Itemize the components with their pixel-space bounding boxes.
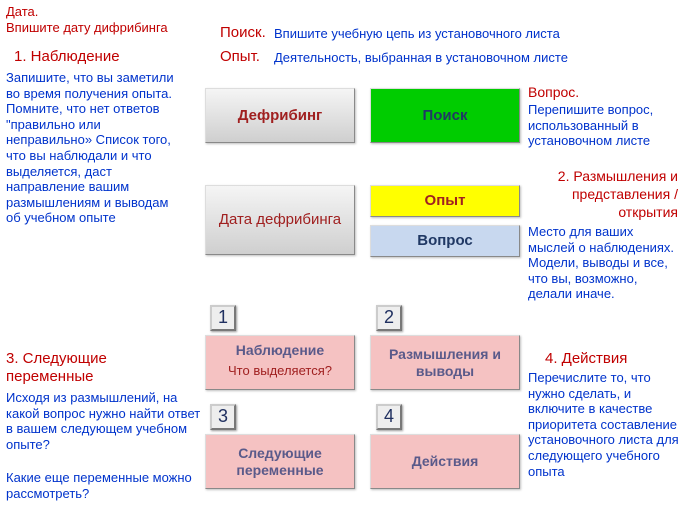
left-p3b: Какие еще переменные можно рассмотреть? — [6, 470, 196, 501]
opyt-label: Опыт. — [220, 48, 260, 66]
panel-date: Дата дефрибинга — [205, 185, 355, 255]
panel-poisk: Поиск — [370, 88, 520, 143]
right-h4: 4. Действия — [545, 350, 627, 368]
panel-nabl-title: Наблюдение — [206, 342, 354, 359]
left-p1: Запишите, что вы заметили во время получ… — [6, 70, 186, 226]
panel-deist: Действия — [370, 434, 520, 489]
date-label: Дата. — [6, 4, 38, 20]
panel-opyt: Опыт — [370, 185, 520, 217]
panel-sled: Следующие переменные — [205, 434, 355, 489]
num-2: 2 — [376, 305, 402, 331]
panel-razm: Размышления и выводы — [370, 335, 520, 390]
num-1: 1 — [210, 305, 236, 331]
left-h3: 3. Следующие переменные — [6, 350, 186, 386]
num-4: 4 — [376, 404, 402, 430]
panel-nabl-sub: Что выделяется? — [206, 363, 354, 379]
left-h1: 1. Наблюдение — [14, 48, 120, 66]
search-label: Поиск. — [220, 24, 266, 42]
num-3: 3 — [210, 404, 236, 430]
left-p3a: Исходя из размышлений, на какой вопрос н… — [6, 390, 201, 452]
right-p4: Перечислите то, что нужно сделать, и вкл… — [528, 370, 680, 479]
opyt-hint: Деятельность, выбранная в установочном л… — [274, 50, 674, 66]
panel-vopros: Вопрос — [370, 225, 520, 257]
search-hint: Впишите учебную цепь из установочного ли… — [274, 26, 654, 42]
vopros-h: Вопрос. — [528, 84, 579, 101]
right-p2: Место для ваших мыслей о наблюдениях. Мо… — [528, 224, 680, 302]
vopros-p: Перепишите вопрос, использованный в уста… — [528, 102, 678, 149]
right-h2c: открытия — [528, 204, 678, 221]
date-hint: Впишите дату дифрибинга — [6, 20, 168, 36]
right-h2a: 2. Размышления и — [528, 168, 678, 185]
panel-nabl: Наблюдение Что выделяется? — [205, 335, 355, 390]
panel-defribing: Дефрибинг — [205, 88, 355, 143]
right-h2b: представления / — [528, 186, 678, 203]
